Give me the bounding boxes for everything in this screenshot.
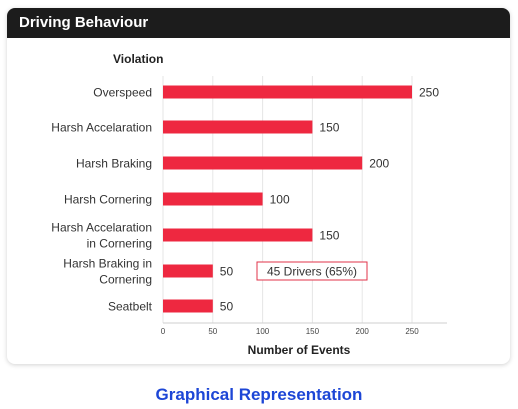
x-tick-label: 200 [356, 327, 370, 336]
x-tick-label: 100 [256, 327, 270, 336]
x-tick-label: 250 [405, 327, 419, 336]
category-label: Harsh Accelaration [51, 221, 152, 235]
driving-behaviour-card: Driving Behaviour 0 50 100 150 200 250 250 Over… [7, 8, 510, 364]
bar-value-label: 150 [319, 121, 339, 135]
x-axis-title: Number of Events [248, 343, 351, 357]
y-axis-title: Violation [113, 52, 163, 66]
caption: Graphical Representation [155, 385, 363, 404]
bar [163, 264, 213, 278]
chart-grid [162, 76, 447, 324]
x-tick-label: 0 [161, 327, 166, 336]
chart-labels: 0 50 100 150 200 250 250 Overspeed 150 Harsh Acce… [51, 86, 439, 337]
x-tick-label: 150 [306, 327, 320, 336]
category-label: Harsh Cornering [64, 193, 152, 207]
category-label: Seatbelt [108, 300, 153, 314]
category-label: Overspeed [93, 86, 152, 100]
bar-value-label: 50 [220, 265, 234, 279]
bar [163, 228, 313, 242]
card-header: Driving Behaviour [7, 8, 510, 38]
category-label: Harsh Braking in [63, 257, 152, 271]
bar-chart: 0 50 100 150 200 250 250 Overspeed 150 Harsh Acce… [51, 52, 447, 357]
bar [163, 85, 412, 99]
category-label: Cornering [99, 273, 152, 287]
card-title: Driving Behaviour [19, 14, 149, 31]
bar [163, 192, 263, 206]
bar-value-label: 200 [369, 157, 389, 171]
bar [163, 156, 363, 170]
annotation-box [256, 261, 368, 281]
annotation-text: 45 Drivers (65%) [267, 265, 357, 279]
bar [163, 120, 313, 134]
bar-value-label: 150 [319, 229, 339, 243]
category-label: Harsh Accelaration [51, 121, 152, 135]
x-tick-label: 50 [208, 327, 217, 336]
chart-bars [163, 85, 412, 313]
bar-value-label: 250 [419, 86, 439, 100]
bar-value-label: 100 [270, 193, 290, 207]
category-label: in Cornering [87, 237, 152, 251]
category-label: Harsh Braking [76, 157, 152, 171]
bar-value-label: 50 [220, 300, 234, 314]
bar [163, 299, 213, 313]
